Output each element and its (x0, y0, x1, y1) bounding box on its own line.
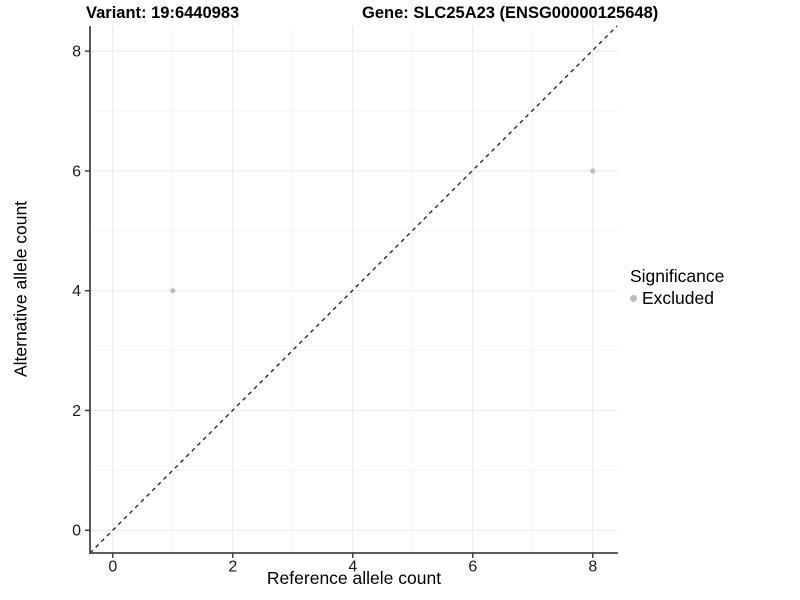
gene-title: Gene: SLC25A23 (ENSG00000125648) (362, 4, 659, 22)
x-tick-label: 8 (588, 559, 597, 576)
y-tick-label: 0 (72, 523, 81, 540)
y-tick-label: 2 (72, 403, 81, 420)
legend-title: Significance (630, 266, 725, 286)
identity-reference-line (89, 25, 618, 554)
x-tick-label: 6 (468, 559, 477, 576)
legend-entry-label: Excluded (642, 288, 714, 308)
x-tick-label: 0 (108, 559, 117, 576)
x-axis-label: Reference allele count (266, 568, 442, 588)
y-tick-label: 8 (72, 44, 81, 61)
legend-entry-excluded: Excluded (630, 288, 724, 309)
y-tick-label: 6 (72, 163, 81, 180)
legend: Significance Excluded (630, 266, 724, 309)
y-axis-label: Alternative allele count (10, 200, 31, 378)
data-point (590, 168, 596, 174)
legend-key-dot-icon (630, 295, 637, 302)
y-tick-label: 4 (72, 283, 81, 300)
x-tick-label: 4 (348, 559, 357, 576)
data-point (170, 288, 176, 294)
variant-title: Variant: 19:6440983 (86, 4, 240, 22)
x-tick-label: 2 (228, 559, 237, 576)
